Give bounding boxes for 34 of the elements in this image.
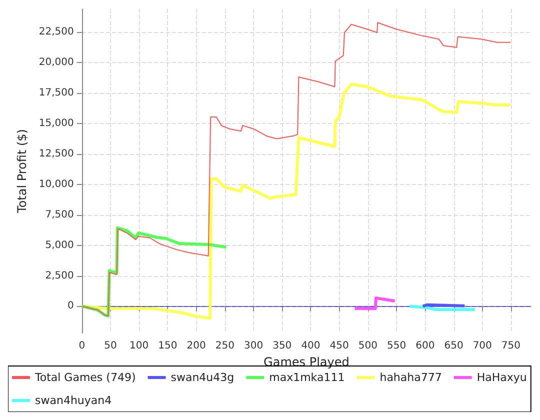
y-tick-label: 2,500 [45, 270, 74, 282]
x-tick-label: 550 [387, 340, 406, 352]
x-tick-label: 200 [186, 340, 206, 352]
y-tick-label: 7,500 [45, 209, 74, 220]
legend-label: max1mka111 [269, 371, 345, 384]
x-tick-label: 750 [501, 340, 521, 352]
y-tick-label: 5,000 [45, 240, 74, 251]
y-tick-label: 15,000 [38, 118, 74, 129]
x-tick-label: 600 [416, 340, 435, 352]
legend-label: Total Games (749) [34, 371, 136, 384]
x-tick-label: 250 [215, 340, 234, 352]
x-tick-label: 350 [272, 340, 292, 352]
y-tick-label: 20,000 [38, 57, 74, 68]
legend-label: swan4u43g [170, 371, 234, 384]
x-tick-label: 700 [472, 340, 492, 352]
x-tick-label: 650 [444, 340, 464, 352]
x-tick-label: 0 [78, 340, 86, 352]
y-tick-label: 12,500 [38, 148, 74, 160]
legend-label: swan4huyan4 [35, 394, 112, 407]
x-tick-label: 500 [358, 340, 378, 352]
x-tick-label: 100 [130, 340, 149, 352]
y-tick-label: 10,000 [38, 178, 74, 190]
y-tick-label: 0 [68, 300, 74, 312]
legend-label: hahaha777 [380, 371, 442, 384]
x-tick-label: 300 [244, 340, 264, 352]
y-tick-label: 22,500 [38, 26, 74, 38]
x-tick-label: 50 [104, 340, 117, 352]
x-tick-label: 450 [330, 340, 349, 352]
y-tick-label: 17,500 [38, 88, 74, 99]
line-series [81, 22, 511, 316]
legend-label: HaHaxyu [476, 371, 527, 384]
x-tick-label: 400 [301, 340, 320, 352]
x-tick-label: 150 [158, 340, 178, 352]
y-axis-title: Total Profit ($) [15, 129, 29, 214]
